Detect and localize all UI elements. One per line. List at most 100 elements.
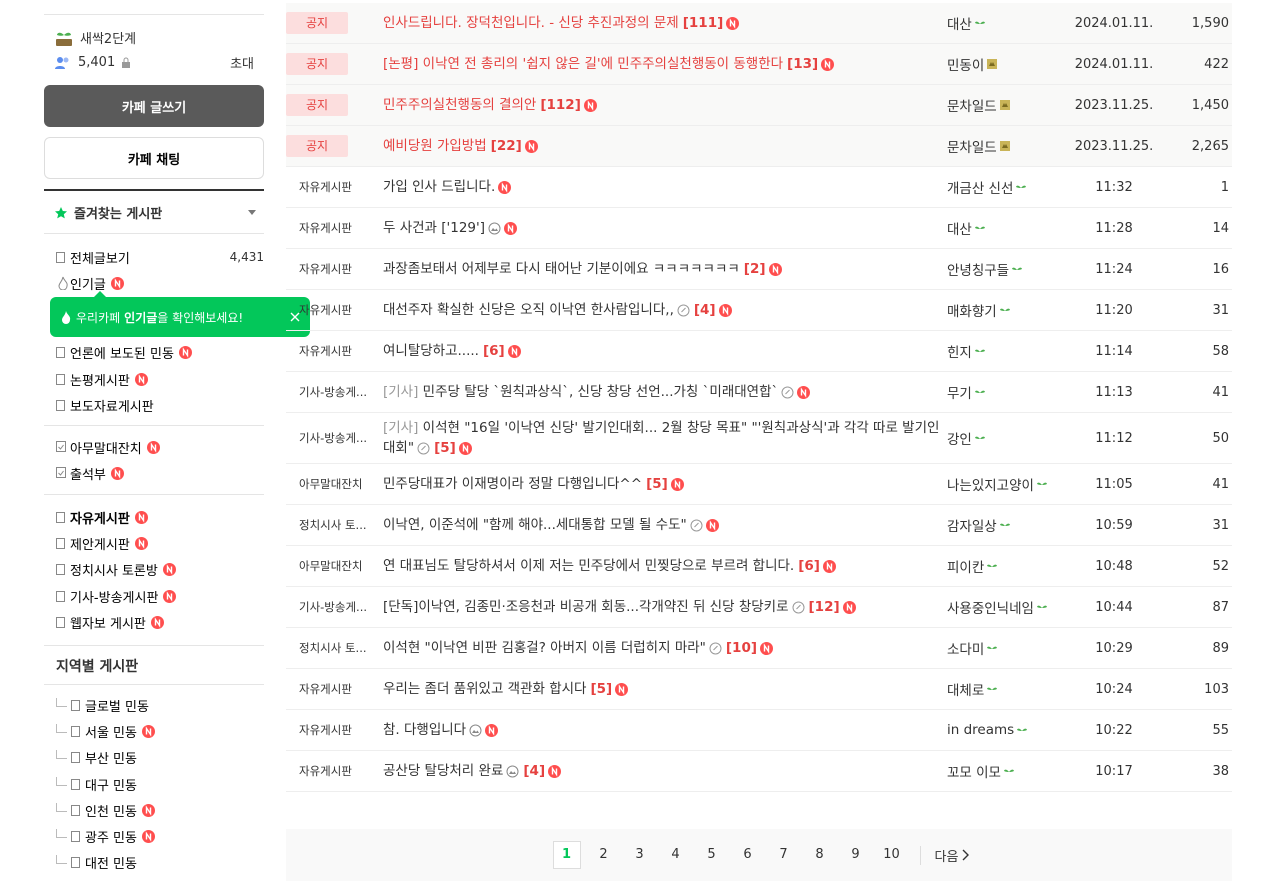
author[interactable]: 사용중인닉네임 [947, 601, 1034, 617]
board-name[interactable]: 기사-방송게... [299, 385, 368, 399]
page-number[interactable]: 8 [815, 847, 824, 862]
invite-link[interactable]: 초대 [230, 57, 254, 72]
author[interactable]: 나는있지고양이 [947, 478, 1034, 494]
author[interactable]: 매화향기 [947, 304, 997, 320]
article-title[interactable]: 여니탈당하고..... [383, 343, 479, 359]
board-name[interactable]: 자유게시판 [299, 221, 352, 235]
close-button[interactable] [290, 312, 300, 322]
board-item[interactable]: 정치시사 토론방 [56, 557, 264, 583]
comment-count[interactable]: [112] [540, 97, 581, 113]
region-item[interactable]: 대구 민동 [56, 771, 264, 797]
region-item[interactable]: 부산 민동 [56, 745, 264, 771]
board-name[interactable]: 자유게시판 [299, 303, 352, 317]
board-name[interactable]: 정치시사 토... [299, 641, 367, 655]
comment-count[interactable]: [5] [646, 476, 668, 492]
comment-count[interactable]: [6] [482, 343, 505, 359]
comment-count[interactable]: [22] [490, 138, 522, 154]
article-title[interactable]: 과장좀보태서 어제부로 다시 태어난 기분이에요 ㅋㅋㅋㅋㅋㅋㅋ [383, 261, 740, 277]
author[interactable]: 꼬모 이모 [947, 765, 1001, 781]
author[interactable]: 안녕칭구들 [947, 263, 1010, 279]
board-item[interactable]: 언론에 보도된 민동 [56, 340, 264, 366]
article-title[interactable]: 민주당대표가 이재명이라 정말 다행입니다^^ [383, 476, 643, 492]
article-title[interactable]: 우리는 좀더 품위있고 객관화 합시다 [383, 681, 587, 697]
page-number[interactable]: 9 [851, 847, 860, 862]
comment-count[interactable]: [2] [743, 261, 766, 277]
author[interactable]: 대산 [947, 222, 972, 238]
article-title[interactable]: 이석현 "16일 '이낙연 신당' 발기인대회... 2월 창당 목표" "'원… [383, 420, 940, 456]
next-button[interactable]: 다음 [919, 845, 971, 865]
board-name[interactable]: 아무말대잔치 [299, 477, 363, 491]
comment-count[interactable]: [12] [808, 599, 840, 615]
region-item[interactable]: 광주 민동 [56, 823, 264, 849]
board-item[interactable]: 자유게시판 [56, 504, 264, 530]
board-item[interactable]: 출석부 [56, 460, 264, 486]
author[interactable]: 문차일드 [947, 140, 997, 156]
board-name[interactable]: 자유게시판 [299, 344, 352, 358]
board-item[interactable]: 웹자보 게시판 [56, 609, 264, 635]
article-title[interactable]: 참. 다행입니다 [383, 722, 467, 738]
article-title[interactable]: [단독]이낙연, 김종민·조응천과 비공개 회동...각개약진 뒤 신당 창당키… [383, 599, 789, 615]
chat-button[interactable]: 카페 채팅 [44, 137, 264, 179]
article-title[interactable]: 이석현 "이낙연 비판 김홍걸? 아버지 이름 더럽히지 마라" [383, 640, 706, 656]
board-item[interactable]: 전체글보기 4,431 [56, 244, 264, 270]
board-name[interactable]: 기사-방송게... [299, 431, 368, 445]
board-name[interactable]: 자유게시판 [299, 682, 352, 696]
article-title[interactable]: [논평] 이낙연 전 총리의 '쉽지 않은 길'에 민주주의실천행동이 동행한다 [383, 56, 784, 72]
page-number[interactable]: 6 [743, 847, 752, 862]
board-item[interactable]: 인기글 [56, 270, 264, 296]
author[interactable]: 문차일드 [947, 99, 997, 115]
author[interactable]: 민동이 [947, 58, 985, 74]
comment-count[interactable]: [6] [798, 558, 820, 574]
region-item[interactable]: 서울 민동 [56, 718, 264, 744]
board-name[interactable]: 자유게시판 [299, 764, 352, 778]
author[interactable]: in dreams [947, 722, 1015, 738]
comment-count[interactable]: [4] [693, 302, 716, 318]
region-item[interactable]: 인천 민동 [56, 797, 264, 823]
comment-count[interactable]: [10] [725, 640, 758, 656]
author[interactable]: 대산 [947, 17, 972, 33]
article-title[interactable]: 인사드립니다. 장덕천입니다. - 신당 추진과정의 문제 [383, 15, 679, 31]
author[interactable]: 무기 [947, 386, 972, 402]
board-name[interactable]: 아무말대잔치 [299, 559, 363, 573]
page-number[interactable]: 10 [883, 847, 900, 862]
favorites-header[interactable]: 즐겨찾는 게시판 [54, 203, 256, 222]
page-number[interactable]: 4 [671, 847, 680, 862]
author[interactable]: 강인 [947, 432, 972, 448]
author[interactable]: 개금산 신선 [947, 181, 1014, 197]
article-title[interactable]: 예비당원 가입방법 [383, 138, 487, 154]
page-number[interactable]: 7 [779, 847, 788, 862]
board-name[interactable]: 자유게시판 [299, 723, 352, 737]
page-number[interactable]: 1 [552, 841, 581, 869]
page-number[interactable]: 2 [599, 847, 608, 862]
article-title[interactable]: 연 대표님도 탈당하셔서 이제 저는 민주당에서 민찢당으로 부르려 합니다. [383, 558, 795, 574]
article-title[interactable]: 두 사건과 ['129'] [383, 220, 485, 236]
region-item[interactable]: 글로벌 민동 [56, 692, 264, 718]
author[interactable]: 피이칸 [947, 560, 985, 576]
page-number[interactable]: 5 [707, 847, 716, 862]
article-title[interactable]: 민주주의실천행동의 결의안 [383, 97, 537, 113]
write-button[interactable]: 카페 글쓰기 [44, 85, 264, 127]
board-name[interactable]: 자유게시판 [299, 180, 352, 194]
article-title[interactable]: 대선주자 확실한 신당은 오직 이낙연 한사람입니다,, [383, 302, 674, 318]
board-name[interactable]: 정치시사 토... [299, 518, 367, 532]
comment-count[interactable]: [111] [682, 15, 724, 31]
board-item[interactable]: 기사-방송게시판 [56, 583, 264, 609]
author[interactable]: 대체로 [947, 683, 985, 699]
comment-count[interactable]: [5] [590, 681, 613, 697]
article-title[interactable]: 민주당 탈당 `원칙과상식`, 신당 창당 선언...가칭 `미래대연합` [422, 384, 779, 400]
page-number[interactable]: 3 [635, 847, 644, 862]
author[interactable]: 감자일상 [947, 519, 997, 535]
board-item[interactable]: 보도자료게시판 [56, 392, 264, 418]
author[interactable]: 힌지 [947, 345, 972, 361]
comment-count[interactable]: [13] [787, 56, 819, 72]
author[interactable]: 소다미 [947, 642, 985, 658]
region-item[interactable]: 대전 민동 [56, 850, 264, 876]
board-item[interactable]: 논평게시판 [56, 366, 264, 392]
comment-count[interactable]: [5] [434, 440, 456, 456]
comment-count[interactable]: [4] [523, 763, 546, 779]
board-name[interactable]: 기사-방송게... [299, 600, 368, 614]
article-title[interactable]: 공산당 탈당처리 완료 [383, 763, 504, 779]
board-item[interactable]: 제안게시판 [56, 530, 264, 556]
article-title[interactable]: 이낙연, 이준석에 "함께 해야...세대통합 모델 될 수도" [383, 517, 687, 533]
board-item[interactable]: 아무말대잔치 [56, 434, 264, 460]
